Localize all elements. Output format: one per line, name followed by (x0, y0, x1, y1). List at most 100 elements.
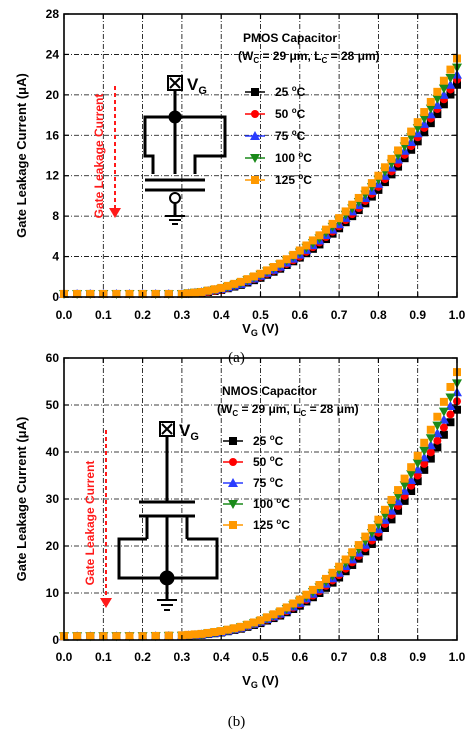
data-point (394, 146, 403, 155)
x-tick-label: 0.0 (56, 650, 73, 664)
data-point (197, 629, 206, 638)
data-point (354, 541, 363, 550)
data-point (354, 193, 363, 202)
data-point (73, 632, 82, 641)
data-point (426, 448, 435, 457)
data-point (308, 585, 317, 594)
data-point (230, 279, 239, 288)
data-point (204, 286, 213, 295)
x-axis-label: VG (V) (242, 673, 279, 690)
y-tick-label: 0 (52, 290, 59, 304)
data-point (184, 630, 193, 639)
data-point (184, 289, 193, 298)
device-dimensions: (WC = 29 μm, LC = 28 μm) (238, 49, 380, 65)
data-point (223, 625, 232, 634)
data-point (341, 207, 350, 216)
data-point (302, 241, 311, 250)
body-wire-left (143, 117, 155, 174)
legend-marker (228, 500, 238, 509)
panel-caption: (b) (228, 714, 246, 730)
y-tick-label: 12 (46, 169, 60, 183)
data-point (243, 275, 252, 284)
data-point (419, 446, 430, 456)
data-point (348, 200, 357, 209)
data-point (420, 438, 429, 447)
data-point (433, 436, 442, 445)
x-tick-label: 0.3 (174, 308, 191, 322)
data-point (407, 463, 416, 472)
data-point (425, 434, 436, 444)
data-point (86, 632, 95, 641)
data-point (439, 76, 448, 85)
data-point (425, 104, 436, 114)
gate-bubble (169, 192, 181, 204)
data-point (433, 412, 442, 421)
data-point (445, 393, 456, 403)
data-point (315, 231, 324, 240)
data-point (86, 289, 95, 298)
data-point (269, 610, 278, 619)
data-point (361, 532, 370, 541)
data-point (413, 118, 422, 127)
data-point (400, 496, 409, 505)
data-point (439, 397, 448, 406)
x-tick-label: 0.8 (370, 650, 387, 664)
data-point (412, 459, 423, 469)
legend-marker (251, 88, 259, 96)
data-point (335, 214, 344, 223)
data-point (400, 474, 409, 483)
device-symbol (117, 421, 219, 611)
data-point (289, 250, 298, 259)
data-point (374, 171, 383, 180)
data-point (445, 74, 456, 84)
data-point (210, 285, 219, 294)
x-tick-label: 0.3 (174, 650, 191, 664)
data-point (426, 97, 435, 106)
legend-label: 75 oC (253, 475, 284, 490)
legend-label: 25 oC (275, 84, 306, 99)
data-point (407, 487, 416, 496)
series-125 (60, 54, 461, 298)
data-point (426, 119, 435, 128)
data-point (412, 124, 423, 134)
device-symbol (143, 75, 227, 225)
x-tick-label: 0.7 (331, 308, 348, 322)
data-point (256, 269, 265, 278)
device-title: NMOS Capacitor (222, 384, 317, 398)
leakage-annotation: Gate Leakage Current (83, 461, 97, 586)
data-point (438, 84, 449, 94)
data-point (295, 595, 304, 604)
data-point (322, 574, 330, 583)
data-point (328, 568, 337, 577)
data-point (243, 620, 252, 629)
data-point (446, 90, 455, 99)
device-title: PMOS Capacitor (243, 31, 337, 45)
data-point (387, 515, 396, 524)
x-tick-label: 0.9 (409, 650, 426, 664)
data-point (446, 65, 455, 74)
data-point (380, 163, 389, 172)
x-tick-label: 1.0 (449, 650, 466, 664)
data-point (380, 523, 389, 532)
data-point (361, 186, 370, 195)
x-tick-label: 0.2 (134, 308, 151, 322)
data-point (191, 288, 199, 297)
data-point (445, 79, 456, 89)
data-point (230, 624, 239, 633)
y-tick-label: 50 (46, 398, 60, 412)
series-125 (60, 368, 461, 641)
data-point (367, 179, 376, 188)
data-point (438, 414, 449, 424)
y-tick-label: 24 (46, 47, 60, 61)
gate-terminal-x (161, 423, 173, 435)
data-point (413, 477, 422, 486)
x-tick-label: 0.6 (291, 308, 308, 322)
gate-terminal-x (169, 77, 181, 89)
data-point (210, 628, 219, 637)
x-tick-label: 0.7 (331, 650, 348, 664)
y-tick-label: 10 (46, 586, 60, 600)
legend-marker (250, 131, 260, 140)
x-tick-label: 0.1 (95, 650, 112, 664)
y-tick-label: 60 (46, 351, 60, 365)
